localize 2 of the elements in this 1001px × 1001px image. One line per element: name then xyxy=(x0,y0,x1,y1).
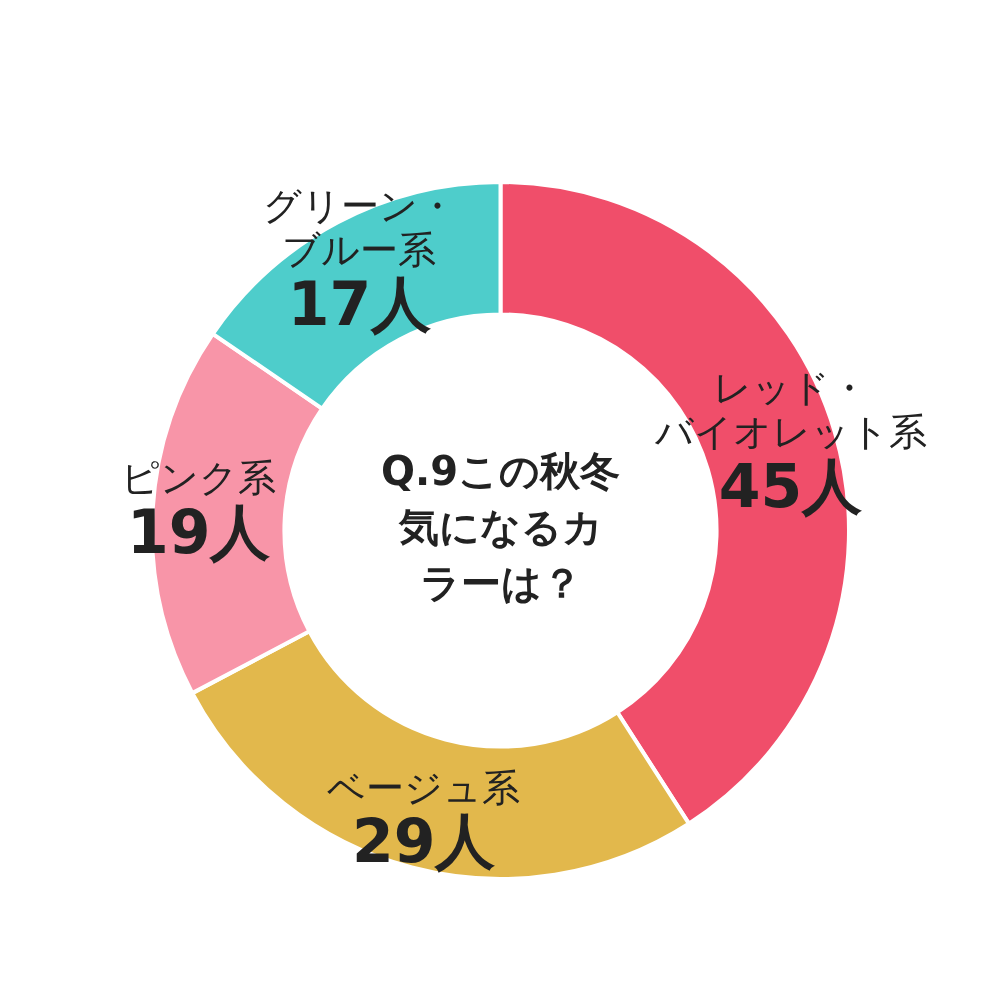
text: Q.9この秋冬気になるカラーは？ xyxy=(380,447,621,606)
data-label: 17人 xyxy=(287,268,432,339)
